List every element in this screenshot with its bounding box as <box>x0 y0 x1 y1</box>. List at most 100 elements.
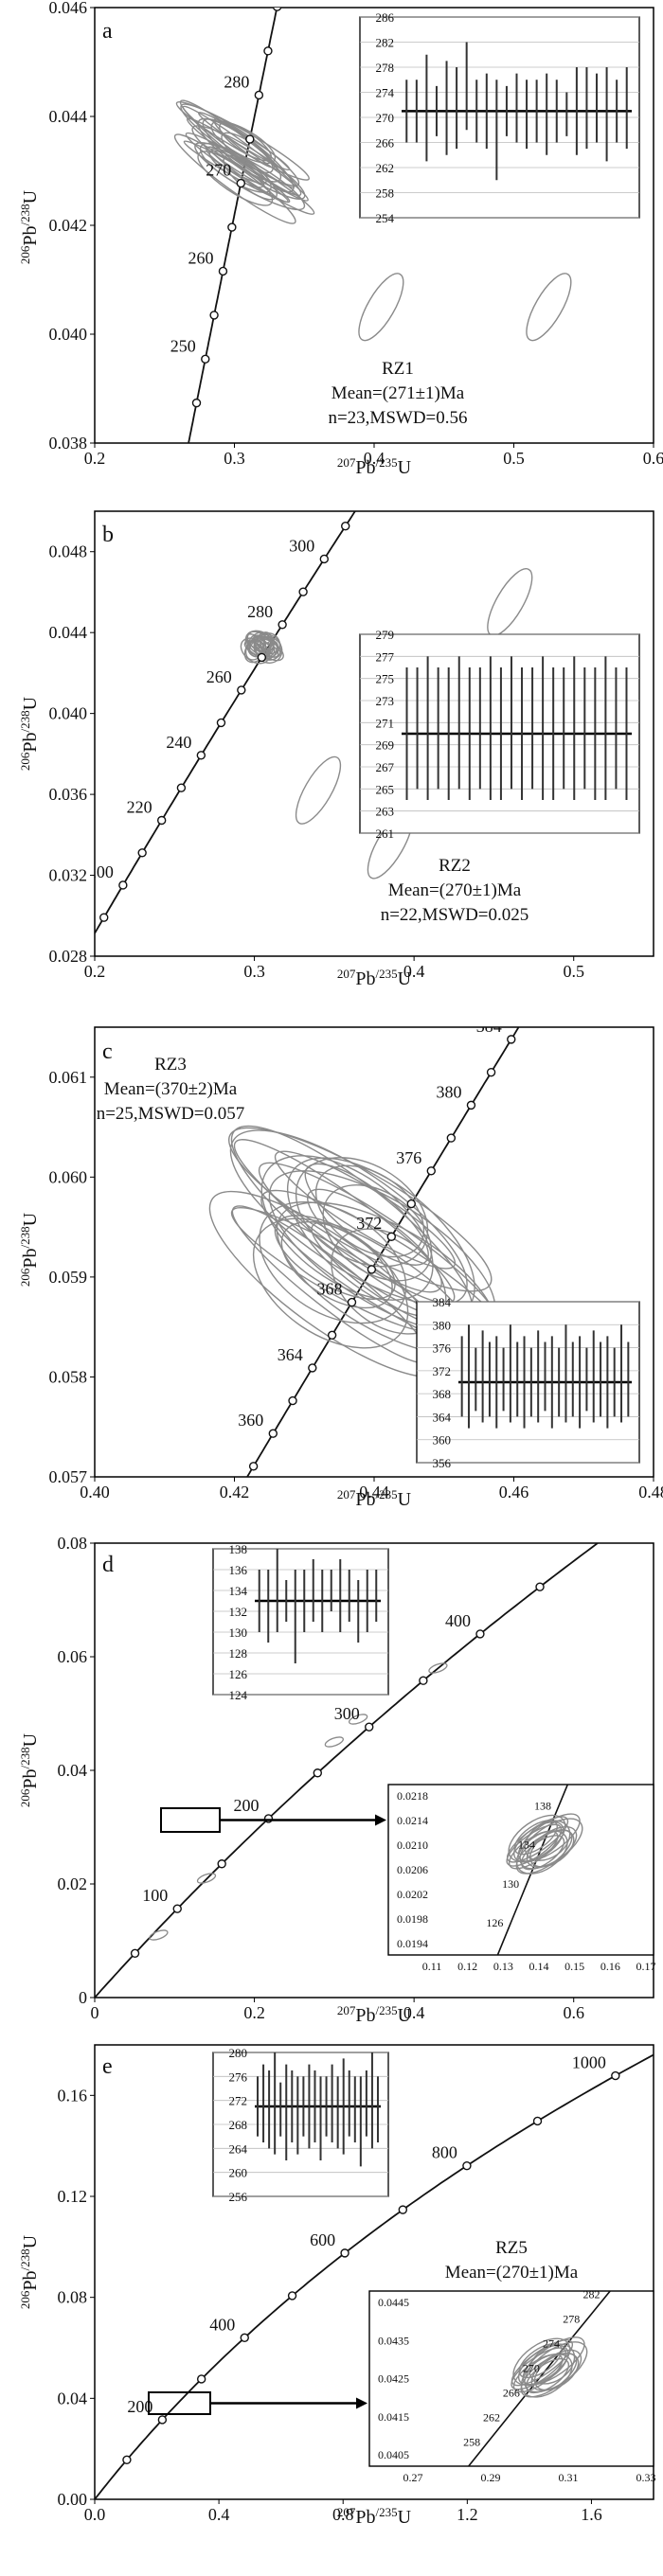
axis-label-part: 207 <box>337 1487 356 1501</box>
age-marker <box>340 2248 349 2258</box>
x-tick-label: 0.2 <box>243 2003 265 2022</box>
inset-tick-label: 282 <box>376 36 395 50</box>
concordia-curve <box>95 2053 654 2499</box>
zoom-arrow-head <box>356 2397 367 2409</box>
error-ellipse <box>260 1155 434 1301</box>
zoom-age-label: 282 <box>583 2287 600 2301</box>
age-marker <box>218 266 228 276</box>
zoom-y-tick-label: 0.0198 <box>397 1912 428 1926</box>
zoom-x-tick-label: 0.11 <box>422 1960 442 1973</box>
age-marker <box>475 1629 485 1639</box>
zoom-ellipse <box>506 1823 563 1867</box>
error-ellipse <box>228 1127 493 1292</box>
y-tick-label: 0.16 <box>58 2086 88 2105</box>
zoom-x-tick-label: 0.14 <box>529 1960 549 1973</box>
x-tick-label: 0 <box>91 2003 99 2022</box>
error-ellipse <box>173 133 296 224</box>
zoom-ellipse <box>508 1830 559 1870</box>
inset-tick-label: 276 <box>229 2070 248 2084</box>
zoom-arrow-head <box>375 1814 386 1826</box>
inset-tick-label: 136 <box>229 1563 248 1577</box>
zoom-ellipse <box>517 2344 569 2387</box>
outlier-ellipse <box>487 568 533 637</box>
y-tick-label: 0.036 <box>49 785 88 804</box>
y-tick-label: 0.044 <box>49 107 88 126</box>
zoom-ellipse <box>519 1818 583 1870</box>
panel-e: 0.0 0.4 0.8 1.2 1.60.000.040.080.120.16207Pb… <box>18 2044 656 2528</box>
inset-tick-label: 269 <box>376 738 395 753</box>
age-marker <box>257 652 267 663</box>
inset-tick-label: 267 <box>376 760 395 774</box>
plot-area: 200 400 600 800 1000 <box>95 2053 654 2499</box>
plot-area: 100 200 300 400 <box>95 1543 600 1998</box>
panel-label: b <box>102 523 114 547</box>
age-marker <box>263 46 273 56</box>
error-ellipse <box>295 1157 429 1268</box>
age-marker <box>240 2333 249 2342</box>
age-marker <box>172 1904 182 1913</box>
zoom-frame <box>368 2290 654 2467</box>
age-label: 300 <box>289 536 314 555</box>
axis-label-part: U <box>398 2507 412 2528</box>
age-marker <box>209 311 219 320</box>
age-bar-inset: 261 263 265 267 269 271 273 275 277 279 <box>359 628 640 841</box>
y-tick-label: 0.08 <box>58 2288 88 2307</box>
x-tick-label: 0.6 <box>643 449 663 468</box>
inset-tick-label: 258 <box>376 187 395 201</box>
inset-tick-label: 280 <box>229 2046 248 2060</box>
inset-tick-label: 275 <box>376 672 395 686</box>
age-marker <box>367 1265 377 1274</box>
zoom-ellipse <box>529 1829 575 1868</box>
zoom-x-tick-label: 0.16 <box>600 1960 620 1973</box>
age-marker <box>118 880 128 890</box>
axis-label-part: 207 <box>337 967 356 981</box>
zoom-x-tick-label: 0.33 <box>636 2471 656 2484</box>
age-label: 800 <box>432 2143 457 2162</box>
y-tick-label: 0.046 <box>49 0 88 17</box>
axis-label-part: 206 <box>18 1268 32 1287</box>
panel-b: 0.2 0.3 0.4 0.5 0.028 0.032 0.036 0.040 0.044 0.0… <box>18 510 654 989</box>
x-tick-label: 1.2 <box>457 2505 478 2524</box>
error-ellipse <box>229 1129 468 1306</box>
age-marker <box>248 1462 259 1471</box>
error-ellipse <box>194 142 306 211</box>
x-tick-label: 0.46 <box>499 1483 529 1501</box>
y-axis-label: 206Pb/238U <box>18 1732 42 1807</box>
small-ellipse <box>348 1714 368 1725</box>
x-axis-label: 207Pb/235U <box>337 2003 412 2027</box>
x-axis-label: 207Pb/235U <box>337 1487 412 1511</box>
axis-label-part: Pb <box>355 2507 375 2528</box>
x-tick-label: 0.4 <box>208 2505 230 2524</box>
inset-tick-label: 364 <box>433 1410 452 1424</box>
age-marker <box>196 2374 206 2384</box>
age-label: 200 <box>88 862 114 881</box>
inset-tick-label: 261 <box>376 826 395 841</box>
axis-label-part: U <box>20 189 41 204</box>
x-tick-label: 1.6 <box>581 2505 602 2524</box>
age-marker <box>245 134 255 144</box>
age-bar-inset: 124 126 128 130 132 134 136 138 <box>212 1542 389 1702</box>
age-marker <box>365 1722 374 1732</box>
y-tick-label: 0.038 <box>49 434 88 453</box>
sample-name: RZ2 <box>439 856 471 876</box>
zoom-age-label: 258 <box>463 2436 480 2449</box>
axis-label-part: U <box>20 2234 41 2248</box>
n-mswd: n=22,MSWD=0.025 <box>381 905 529 925</box>
error-ellipse <box>245 631 276 658</box>
panel-a: 0.2 0.3 0.4 0.5 0.6 0.038 0.040 0.042 0.044 0.046… <box>18 0 663 478</box>
zoom-ellipse <box>518 2342 563 2379</box>
age-marker <box>130 1948 140 1958</box>
age-marker <box>347 1297 357 1307</box>
age-label: 380 <box>436 1082 461 1101</box>
age-marker <box>406 1199 416 1209</box>
axis-label-part: Pb <box>20 1768 41 1788</box>
inset-tick-label: 138 <box>229 1542 248 1556</box>
plot-area: 200 220 240 260 280 300 <box>88 511 533 935</box>
zoom-x-tick-label: 0.31 <box>559 2471 579 2484</box>
y-tick-label: 0.042 <box>49 216 88 235</box>
panel-c: 0.40 0.42 0.44 0.46 0.48 0.057 0.058 0.059 0.060… <box>18 1026 663 1511</box>
inset-tick-label: 128 <box>229 1646 248 1661</box>
zoom-area: 126 130 134 138 <box>486 1785 583 1955</box>
